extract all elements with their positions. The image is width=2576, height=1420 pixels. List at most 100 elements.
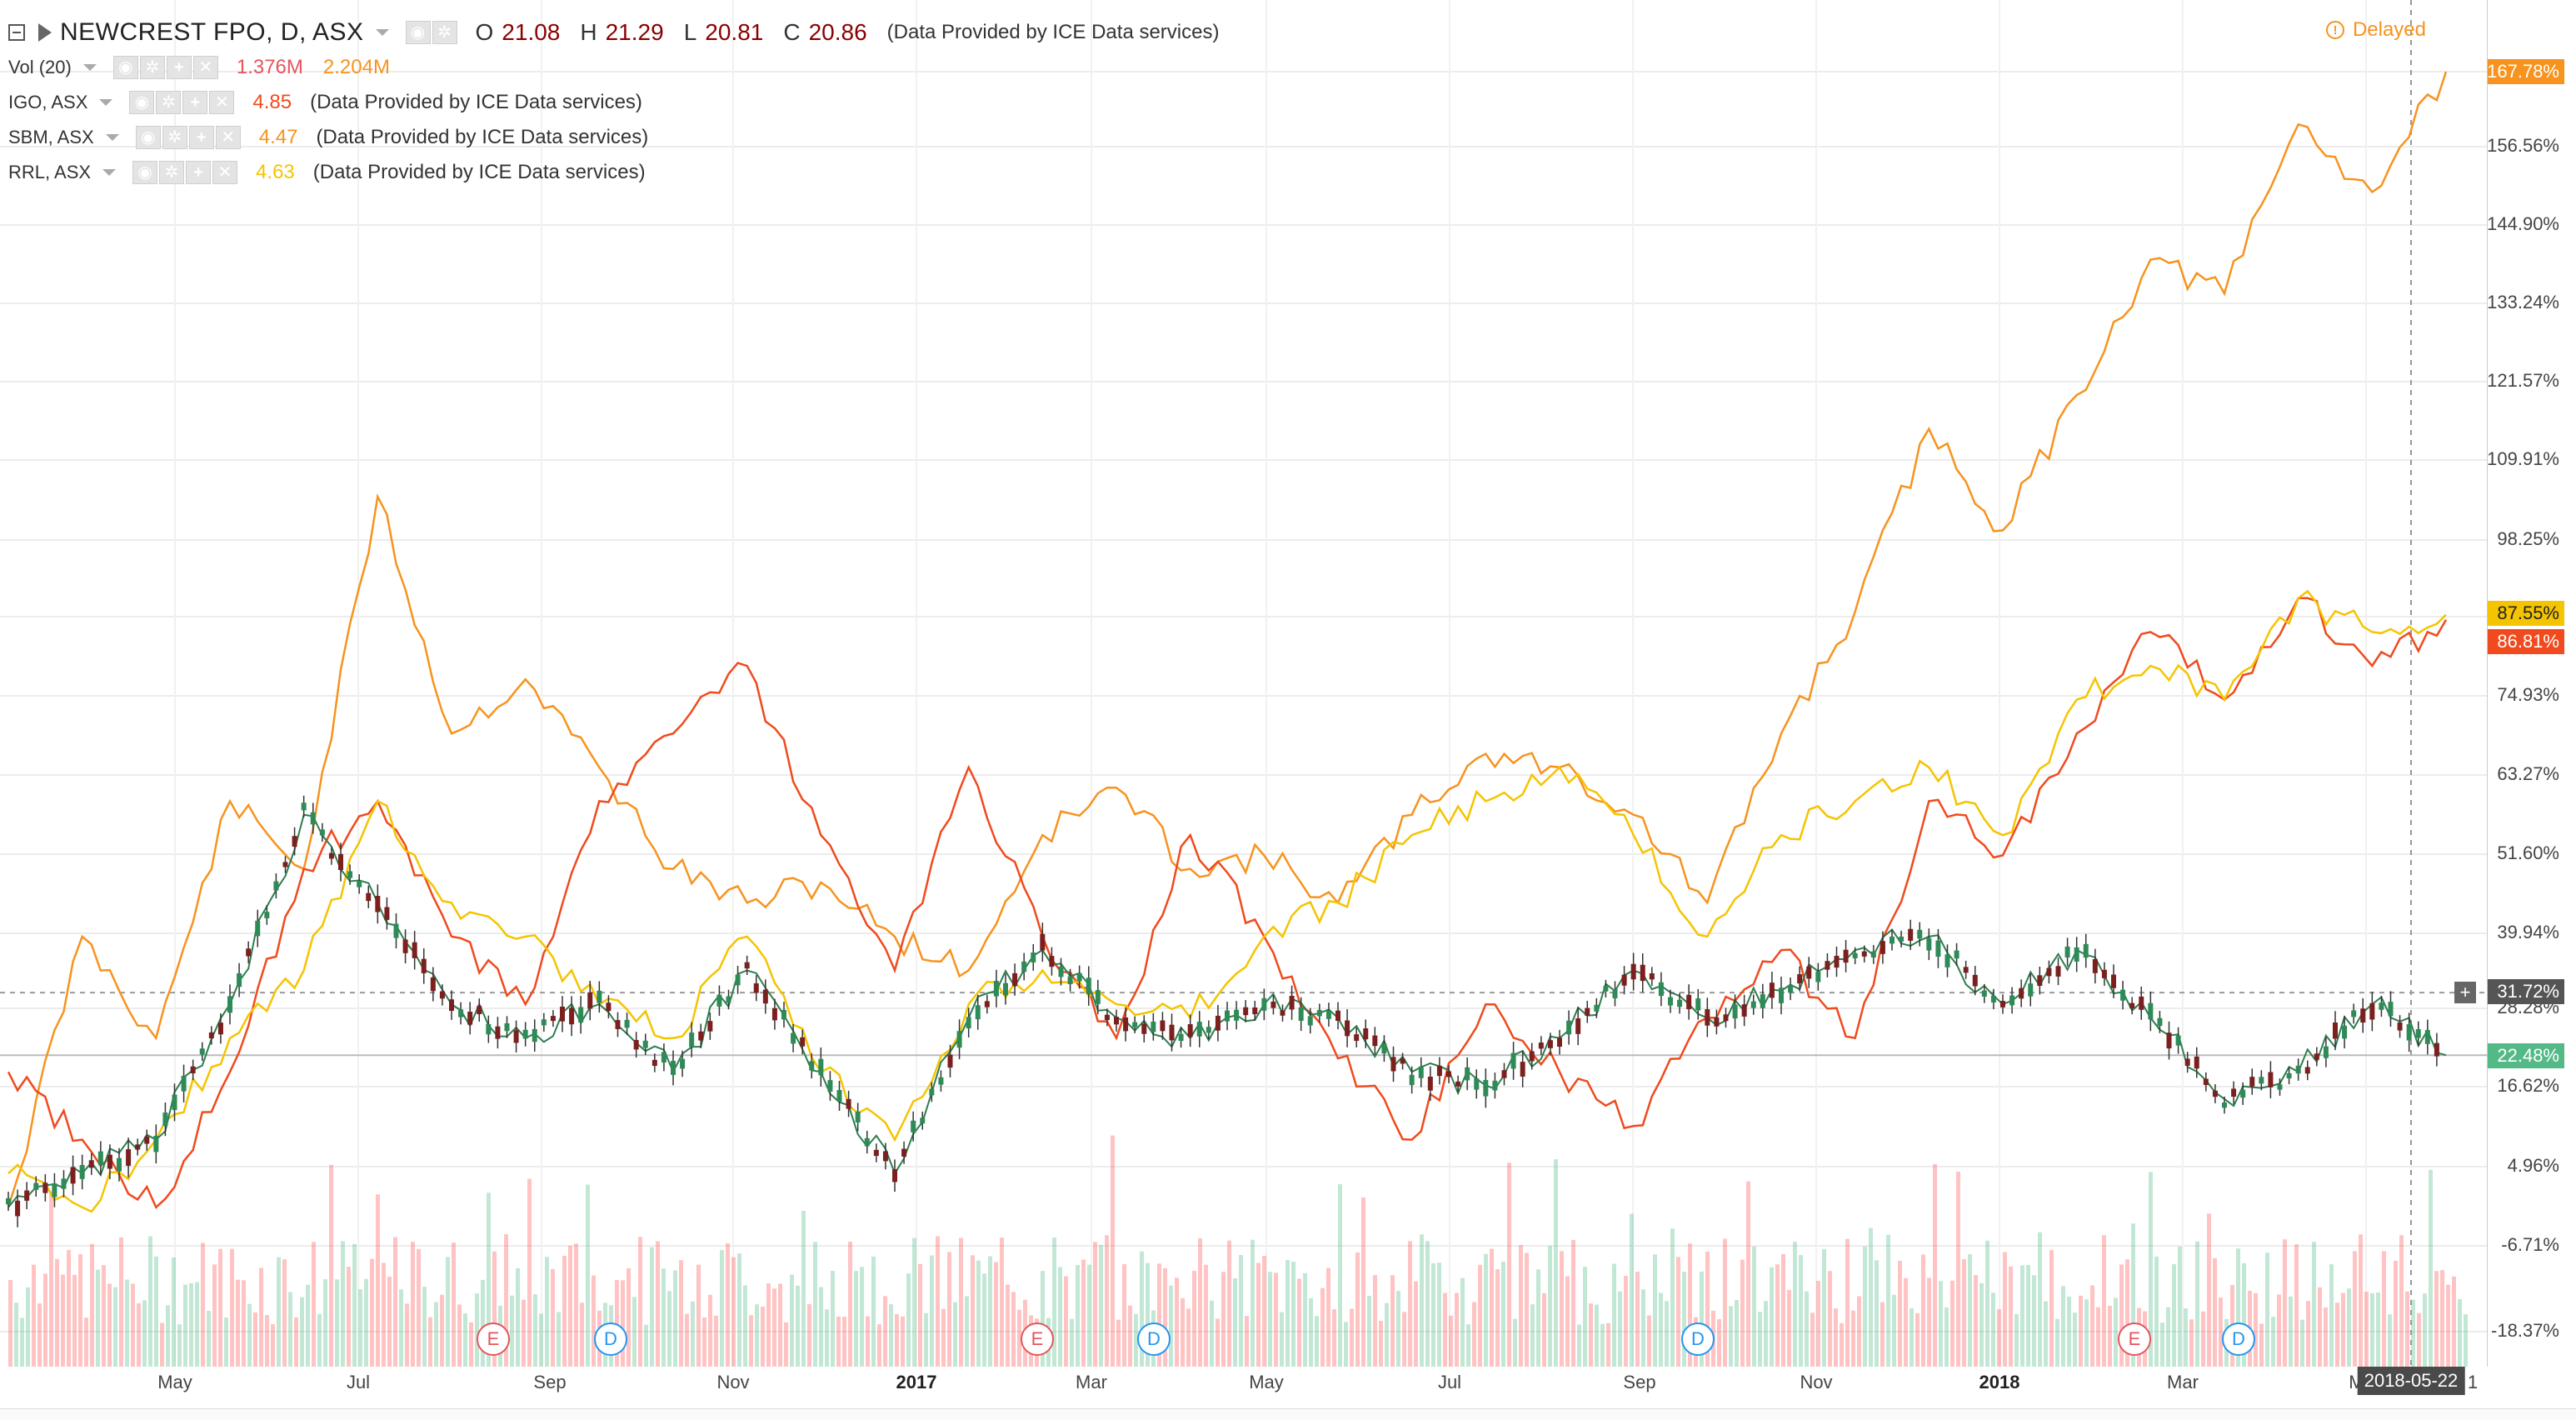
volume-bar <box>720 1250 724 1367</box>
volume-bar <box>1822 1248 1826 1367</box>
dividend-marker[interactable]: D <box>594 1322 627 1356</box>
volume-bar <box>2335 1302 2339 1367</box>
candle-body <box>1151 1021 1156 1032</box>
compare-value: 4.47 <box>258 126 298 148</box>
gear-icon[interactable]: ✲ <box>432 21 457 44</box>
crosshair-plus-icon[interactable]: + <box>2454 982 2476 1003</box>
earnings-marker[interactable]: E <box>2118 1322 2151 1356</box>
candle-body <box>864 1138 870 1147</box>
eye-icon[interactable]: ◉ <box>132 161 158 184</box>
volume-bar <box>557 1312 561 1367</box>
volume-bar <box>271 1324 275 1367</box>
volume-bar <box>2429 1169 2433 1367</box>
chart-area[interactable] <box>0 0 2488 1367</box>
volume-bar <box>1595 1304 1599 1367</box>
volume-bar <box>317 1313 322 1367</box>
volume-bar <box>1478 1264 1482 1367</box>
volume-bar <box>1845 1238 1850 1367</box>
compare-tools: ◉ ✲ + ✕ <box>132 161 239 184</box>
candle-body <box>310 812 316 825</box>
volume-bar <box>1122 1263 1126 1367</box>
earnings-marker[interactable]: E <box>1021 1322 1054 1356</box>
candle-body <box>1695 998 1701 1011</box>
eye-icon[interactable]: ◉ <box>112 56 138 79</box>
volume-bar <box>825 1309 829 1367</box>
volume-bar <box>656 1241 660 1367</box>
gear-icon[interactable]: ✲ <box>162 126 187 149</box>
collapse-legend-icon[interactable] <box>8 24 25 41</box>
compare-symbol-name[interactable]: SBM, ASX <box>8 127 94 148</box>
symbol-title[interactable]: NEWCREST FPO, D, ASX <box>60 18 364 46</box>
price-chart[interactable] <box>0 0 2488 1367</box>
volume-bar <box>457 1304 462 1367</box>
volume-bar <box>43 1273 47 1367</box>
candle-body <box>642 1040 648 1048</box>
close-icon[interactable]: ✕ <box>209 91 235 114</box>
candle-body <box>1981 990 1987 997</box>
plus-icon[interactable]: + <box>166 56 192 79</box>
candle-body <box>716 994 722 1007</box>
volume-bar <box>463 1313 467 1367</box>
gear-icon[interactable]: ✲ <box>139 56 165 79</box>
volume-bar <box>306 1284 310 1367</box>
candle-body <box>1705 1009 1710 1026</box>
volume-bar <box>959 1238 963 1367</box>
compare-tools: ◉ ✲ + ✕ <box>129 91 236 114</box>
volume-bar <box>2236 1248 2240 1367</box>
volume-bar <box>393 1237 397 1367</box>
close-icon[interactable]: ✕ <box>192 56 218 79</box>
volume-bar <box>2411 1299 2415 1367</box>
volume-bar <box>329 1164 333 1367</box>
eye-icon[interactable]: ◉ <box>135 126 161 149</box>
volume-bar <box>1198 1238 1202 1367</box>
chevron-down-icon[interactable] <box>105 134 119 141</box>
earnings-marker[interactable]: E <box>477 1322 510 1356</box>
candle-body <box>338 853 343 871</box>
candle-body <box>1474 1078 1480 1090</box>
chevron-down-icon[interactable] <box>375 29 389 36</box>
candle-body <box>402 939 408 953</box>
close-icon[interactable]: ✕ <box>212 161 238 184</box>
chevron-down-icon[interactable] <box>99 99 113 106</box>
candle-body <box>873 1149 879 1157</box>
volume-bar <box>1892 1294 1896 1367</box>
candle-body <box>1658 982 1664 997</box>
candle-body <box>726 996 731 1003</box>
candle-body <box>1289 995 1295 1010</box>
plus-icon[interactable]: + <box>182 91 208 114</box>
candle-body <box>384 907 390 920</box>
volume-bar <box>1851 1310 1855 1367</box>
volume-bar <box>102 1265 106 1367</box>
compare-symbol-name[interactable]: IGO, ASX <box>8 92 88 112</box>
chevron-down-icon[interactable] <box>82 64 97 71</box>
eye-icon[interactable]: ◉ <box>129 91 155 114</box>
candle-body <box>2249 1077 2255 1087</box>
low-value: 20.81 <box>705 19 764 45</box>
bottom-toolbar[interactable] <box>0 1408 2576 1420</box>
close-icon[interactable]: ✕ <box>215 126 241 149</box>
flag-icon[interactable] <box>38 23 52 42</box>
chevron-down-icon[interactable] <box>102 169 117 176</box>
plus-icon[interactable]: + <box>186 161 212 184</box>
volume-bar <box>1910 1308 1914 1367</box>
volume-bar <box>2014 1313 2019 1367</box>
gear-icon[interactable]: ✲ <box>156 91 182 114</box>
dividend-marker[interactable]: D <box>1137 1322 1171 1356</box>
compare-symbol-name[interactable]: RRL, ASX <box>8 162 92 182</box>
volume-study-name[interactable]: Vol (20) <box>8 57 72 78</box>
gear-icon[interactable]: ✲ <box>159 161 185 184</box>
price-axis-label: 39.94% <box>2497 922 2559 942</box>
volume-bar <box>1169 1285 1173 1367</box>
dividend-marker[interactable]: D <box>2222 1322 2255 1356</box>
plus-icon[interactable]: + <box>188 126 214 149</box>
volume-bar <box>871 1256 876 1367</box>
delayed-indicator[interactable]: ! Delayed <box>2325 18 2426 42</box>
volume-bar <box>866 1316 870 1367</box>
dividend-marker[interactable]: D <box>1681 1322 1715 1356</box>
candle-body <box>1944 954 1950 968</box>
candle-body <box>2222 1102 2227 1108</box>
volume-bar <box>1373 1275 1377 1367</box>
eye-icon[interactable]: ◉ <box>405 21 431 44</box>
candle-body <box>689 1032 695 1048</box>
volume-bar <box>2178 1246 2182 1367</box>
